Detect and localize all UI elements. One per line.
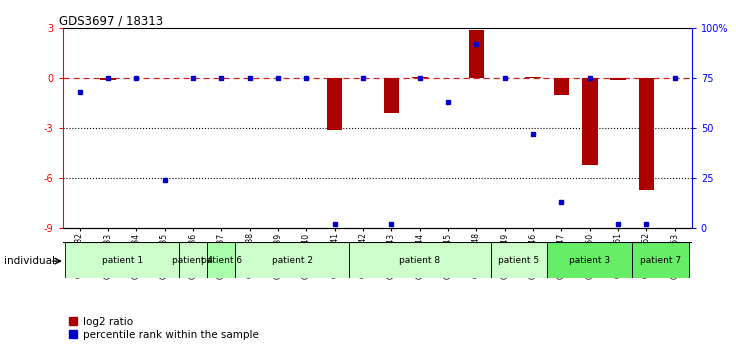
- Bar: [100, 78, 116, 80]
- Text: patient 1: patient 1: [102, 256, 143, 265]
- Bar: [610, 78, 626, 80]
- Text: patient 6: patient 6: [201, 256, 242, 265]
- Text: individual: individual: [4, 256, 54, 266]
- Text: patient 2: patient 2: [272, 256, 313, 265]
- Text: GDS3697 / 18313: GDS3697 / 18313: [60, 14, 163, 27]
- Bar: [491, 242, 548, 278]
- Bar: [582, 78, 598, 165]
- Bar: [349, 242, 491, 278]
- Bar: [553, 78, 569, 95]
- Bar: [412, 77, 428, 78]
- Bar: [639, 78, 654, 190]
- Text: patient 8: patient 8: [399, 256, 440, 265]
- Text: patient 5: patient 5: [498, 256, 539, 265]
- Bar: [207, 242, 236, 278]
- Bar: [327, 78, 342, 130]
- Bar: [526, 77, 541, 78]
- Bar: [236, 242, 349, 278]
- Text: patient 3: patient 3: [569, 256, 610, 265]
- Bar: [548, 242, 632, 278]
- Bar: [383, 78, 399, 113]
- Text: patient 4: patient 4: [172, 256, 213, 265]
- Bar: [632, 242, 689, 278]
- Text: patient 7: patient 7: [640, 256, 682, 265]
- Bar: [469, 30, 484, 78]
- Bar: [179, 242, 207, 278]
- Legend: log2 ratio, percentile rank within the sample: log2 ratio, percentile rank within the s…: [68, 317, 259, 340]
- Bar: [66, 242, 179, 278]
